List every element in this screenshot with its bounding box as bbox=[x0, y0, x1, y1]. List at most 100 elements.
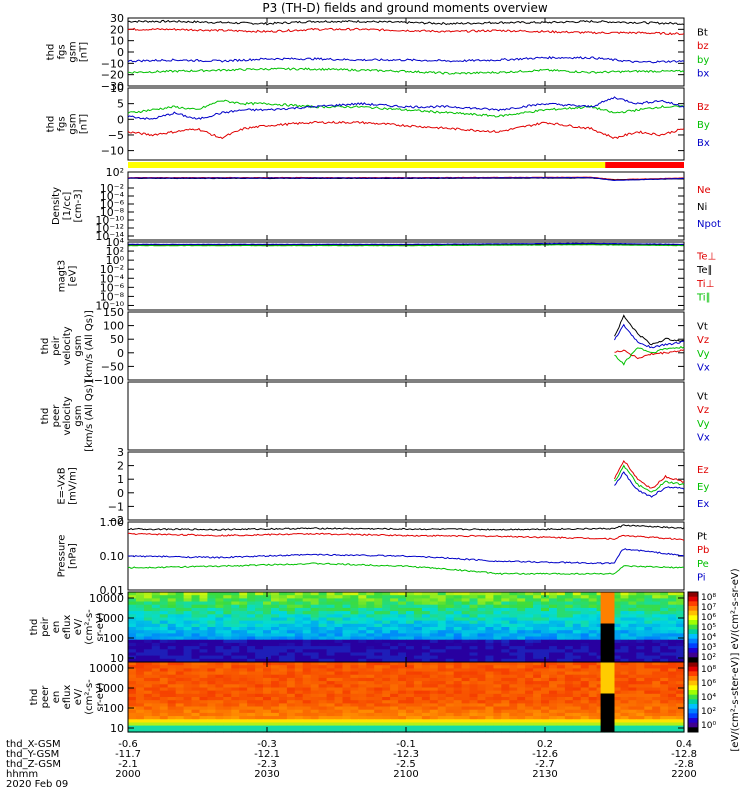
heatmap-cell bbox=[612, 712, 621, 717]
heatmap-cell bbox=[477, 665, 486, 669]
heatmap-cell bbox=[620, 706, 629, 711]
y-axis-label: [nPa] bbox=[68, 543, 79, 569]
heatmap-cell bbox=[231, 652, 240, 657]
heatmap-cell bbox=[580, 677, 590, 682]
heatmap-cell bbox=[128, 690, 137, 695]
heatmap-cell bbox=[636, 662, 645, 666]
heatmap-cell bbox=[255, 607, 264, 612]
heatmap-cell bbox=[223, 690, 232, 695]
heatmap-cell bbox=[382, 719, 391, 724]
heatmap-cell bbox=[445, 716, 455, 720]
heatmap-cell bbox=[668, 728, 677, 733]
heatmap-cell bbox=[183, 681, 193, 685]
heatmap-cell bbox=[461, 677, 471, 682]
heatmap-cell bbox=[644, 642, 653, 647]
heatmap-cell bbox=[644, 655, 653, 660]
heatmap-cell bbox=[231, 697, 240, 701]
heatmap-cell bbox=[334, 623, 343, 628]
heatmap-cell bbox=[453, 614, 463, 619]
series-Pi bbox=[127, 548, 685, 565]
heatmap-cell bbox=[453, 636, 463, 641]
heatmap-cell bbox=[143, 703, 153, 708]
heatmap-cell bbox=[572, 611, 582, 615]
heatmap-cell bbox=[445, 684, 455, 689]
heatmap-cell bbox=[175, 722, 185, 727]
heatmap-cell bbox=[413, 617, 423, 622]
x-row-value: -2.7 bbox=[535, 759, 555, 770]
heatmap-cell bbox=[509, 623, 518, 628]
heatmap-cell bbox=[167, 725, 177, 730]
heatmap-cell bbox=[485, 700, 494, 704]
heatmap-cell bbox=[175, 598, 185, 603]
heatmap-cell bbox=[159, 706, 169, 711]
heatmap-cell bbox=[286, 725, 296, 730]
heatmap-cell bbox=[485, 665, 494, 669]
heatmap-cell bbox=[247, 681, 256, 685]
heatmap-cell bbox=[310, 601, 320, 606]
heatmap-cell bbox=[151, 636, 161, 641]
heatmap-cell bbox=[620, 636, 629, 641]
heatmap-cell bbox=[493, 652, 502, 657]
heatmap-cell bbox=[437, 662, 447, 666]
heatmap-cell bbox=[143, 712, 153, 717]
heatmap-cell bbox=[493, 633, 502, 638]
heatmap-cell bbox=[437, 665, 447, 669]
heatmap-cell bbox=[580, 627, 590, 631]
heatmap-cell bbox=[159, 668, 169, 673]
heatmap-cell bbox=[676, 693, 685, 698]
heatmap-cell bbox=[278, 592, 288, 596]
heatmap-cell bbox=[628, 722, 637, 727]
colorbar-cell bbox=[688, 655, 698, 658]
heatmap-cell bbox=[493, 649, 502, 654]
heatmap-cell bbox=[135, 617, 145, 622]
heatmap-cell bbox=[652, 623, 661, 628]
heatmap-cell bbox=[549, 601, 558, 606]
heatmap-cell bbox=[612, 674, 621, 679]
heatmap-cell bbox=[175, 725, 185, 730]
heatmap-cell bbox=[310, 703, 320, 708]
heatmap-cell bbox=[390, 607, 399, 612]
heatmap-cell bbox=[366, 681, 375, 685]
heatmap-cell bbox=[167, 662, 177, 666]
heatmap-cell bbox=[556, 595, 566, 599]
heatmap-cell bbox=[151, 677, 161, 682]
x-row-value: 2000 bbox=[115, 769, 140, 780]
heatmap-cell bbox=[334, 607, 343, 612]
y-tick-label: 1.00 bbox=[100, 516, 125, 529]
heatmap-cell bbox=[413, 627, 423, 631]
heatmap-cell bbox=[620, 617, 629, 622]
heatmap-cell bbox=[533, 607, 542, 612]
heatmap-cell bbox=[644, 668, 653, 673]
heatmap-cell bbox=[469, 687, 478, 692]
heatmap-cell bbox=[271, 716, 280, 720]
heatmap-cell bbox=[525, 642, 534, 647]
heatmap-cell bbox=[580, 719, 590, 724]
heatmap-cell bbox=[477, 706, 486, 711]
heatmap-cell bbox=[437, 668, 447, 673]
heatmap-cell bbox=[429, 598, 439, 603]
heatmap-cell bbox=[413, 719, 423, 724]
heatmap-cell bbox=[485, 623, 494, 628]
heatmap-cell bbox=[564, 716, 574, 720]
heatmap-cell bbox=[660, 639, 669, 644]
heatmap-cell bbox=[286, 687, 296, 692]
heatmap-cell bbox=[564, 697, 574, 701]
heatmap-cell bbox=[541, 611, 550, 615]
heatmap-cell bbox=[175, 665, 185, 669]
heatmap-cell bbox=[556, 697, 566, 701]
heatmap-cell bbox=[302, 646, 312, 650]
colorbar-cell bbox=[688, 706, 698, 710]
heatmap-cell bbox=[342, 687, 351, 692]
heatmap-cell bbox=[286, 728, 296, 733]
heatmap-cell bbox=[255, 693, 264, 698]
heatmap-cell bbox=[636, 728, 645, 733]
heatmap-cell bbox=[652, 665, 661, 669]
heatmap-cell bbox=[588, 728, 598, 733]
heatmap-cell bbox=[342, 633, 351, 638]
heatmap-cell bbox=[231, 684, 240, 689]
heatmap-cell bbox=[358, 690, 367, 695]
heatmap-cell bbox=[231, 614, 240, 619]
heatmap-cell bbox=[525, 697, 534, 701]
legend-item: Vx bbox=[697, 432, 710, 443]
heatmap-cell bbox=[143, 607, 153, 612]
